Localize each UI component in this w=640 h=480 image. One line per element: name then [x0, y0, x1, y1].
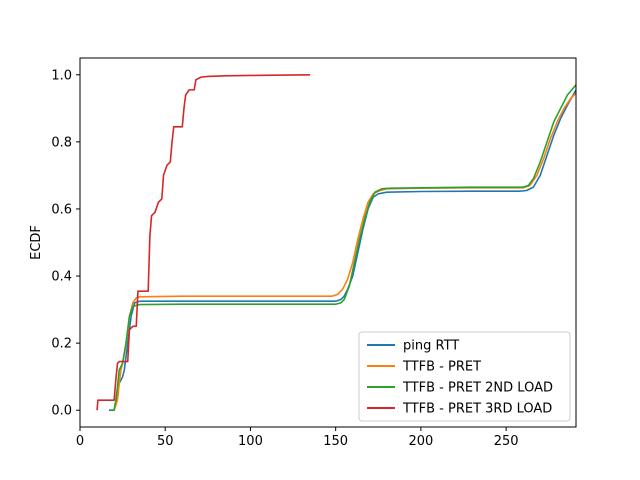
- legend: ping RTT TTFB - PRET TTFB - PRET 2ND LOAD T…: [358, 331, 571, 422]
- y-tick-label: 0.4: [51, 270, 72, 285]
- legend-box: [358, 331, 571, 422]
- series-line-4: [96, 73, 311, 411]
- y-tick-label: 0.8: [51, 135, 72, 150]
- x-tick-label: 100: [238, 434, 263, 449]
- x-tick-label: 200: [408, 434, 433, 449]
- legend-label: TTFB - PRET: [402, 360, 481, 375]
- y-axis: 0.0 0.2 0.4 0.6 0.8 1.0: [51, 68, 80, 419]
- x-tick-label: 250: [494, 434, 519, 449]
- plot-lines: [96, 73, 576, 412]
- legend-label: ping RTT: [403, 339, 459, 354]
- y-tick-label: 0.0: [51, 404, 72, 419]
- legend-label: TTFB - PRET 2ND LOAD: [402, 381, 553, 396]
- x-tick-label: 150: [323, 434, 348, 449]
- y-tick-label: 1.0: [51, 68, 72, 83]
- x-tick-label: 0: [76, 434, 84, 449]
- series-line-3: [110, 84, 576, 412]
- x-axis: 0 50 100 150 200 250: [76, 427, 519, 449]
- axes-frame: [79, 57, 577, 428]
- x-tick-label: 50: [157, 434, 174, 449]
- series-line-1: [108, 89, 576, 412]
- y-axis-label: ECDF: [29, 225, 44, 260]
- legend-label: TTFB - PRET 3RD LOAD: [402, 402, 552, 417]
- y-tick-label: 0.6: [51, 202, 72, 217]
- y-tick-label: 0.2: [51, 337, 72, 352]
